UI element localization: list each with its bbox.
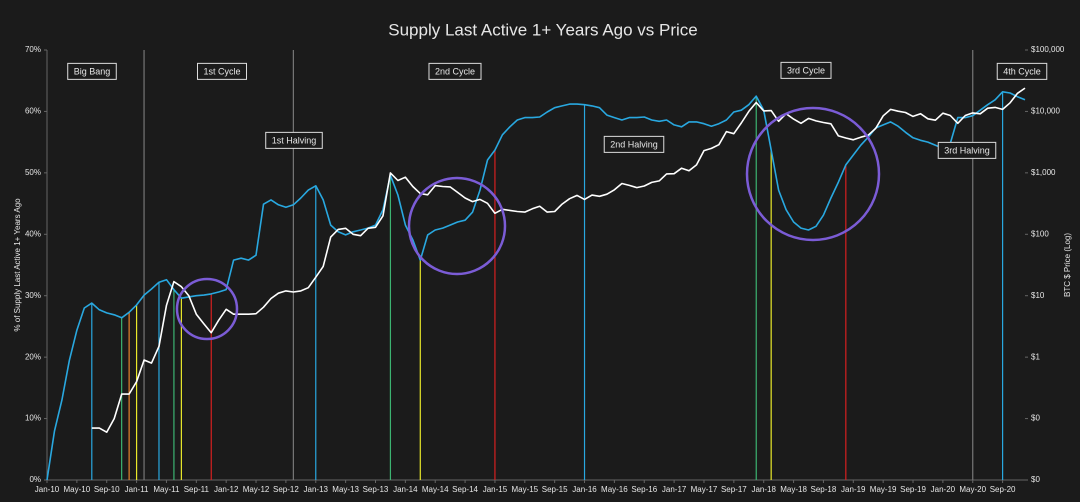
x-tick-label: May-18 (780, 485, 807, 494)
highlight-circles (175, 106, 881, 341)
y-tick-label: 40% (25, 229, 41, 238)
highlight-circle (745, 106, 881, 242)
x-tick-label: May-17 (691, 485, 718, 494)
x-tick-label: Jan-13 (304, 485, 329, 494)
y-axis-label: % of Supply Last Active 1+ Years Ago (13, 198, 22, 332)
x-tick-label: Jan-18 (751, 485, 776, 494)
x-tick-label: May-15 (511, 485, 538, 494)
x-tick-label: May-10 (64, 485, 91, 494)
annotation: Big Bang (74, 66, 111, 76)
annotation-box (603, 135, 665, 153)
chart-title: Supply Last Active 1+ Years Ago vs Price (388, 20, 698, 39)
x-tick-label: Jan-10 (35, 485, 60, 494)
annotation: 3rd Cycle (787, 65, 825, 75)
plot (44, 49, 1028, 483)
annotation-box (196, 62, 248, 80)
x-tick-label: May-11 (153, 485, 180, 494)
x-tick-label: Jan-15 (483, 485, 508, 494)
y2-tick-label: $100,000 (1031, 45, 1065, 54)
annotation: 4th Cycle (1003, 66, 1041, 76)
y2-tick-label: $10,000 (1031, 107, 1060, 116)
annotation-box (780, 61, 832, 79)
x-tick-label: Sep-12 (273, 485, 299, 494)
highlight-circle (407, 176, 507, 276)
y2-tick-label: $0 (1031, 414, 1040, 423)
x-tick-label: Jan-19 (841, 485, 866, 494)
x-tick-label: Sep-15 (542, 485, 568, 494)
y-tick-label: 50% (25, 168, 41, 177)
y-tick-label: 10% (25, 414, 41, 423)
x-tick-label: Sep-17 (721, 485, 747, 494)
x-tick-label: Jan-20 (931, 485, 956, 494)
y2-tick-label: $0 (1031, 475, 1040, 484)
x-tick-label: Sep-10 (94, 485, 120, 494)
annotation-box (428, 62, 482, 80)
annotation: 1st Halving (272, 135, 317, 145)
y2-tick-label: $1,000 (1031, 168, 1056, 177)
x-tick-label: Sep-11 (184, 485, 210, 494)
annotation-box (937, 141, 997, 159)
x-tick-label: Jan-12 (214, 485, 239, 494)
y-tick-label: 70% (25, 45, 41, 54)
x-tick-label: May-20 (959, 485, 986, 494)
x-tick-label: Sep-14 (452, 485, 478, 494)
y2-tick-label: $100 (1031, 229, 1049, 238)
y2-tick-label: $1 (1031, 352, 1040, 361)
x-tick-label: May-16 (601, 485, 628, 494)
y2-axis-label: BTC $ Price (Log) (1063, 233, 1072, 297)
x-tick-label: May-12 (243, 485, 270, 494)
x-tick-label: May-19 (870, 485, 897, 494)
x-tick-label: Sep-19 (900, 485, 926, 494)
series-line (46, 91, 1026, 481)
annotation: 1st Cycle (203, 66, 240, 76)
y-tick-label: 30% (25, 291, 41, 300)
y2-tick-label: $10 (1031, 291, 1045, 300)
annotation: 3rd Halving (944, 145, 990, 155)
x-tick-label: May-14 (422, 485, 449, 494)
x-tick-label: Sep-16 (631, 485, 657, 494)
x-tick-label: Jan-17 (662, 485, 687, 494)
y-tick-label: 0% (29, 475, 41, 484)
x-tick-label: Jan-11 (125, 485, 149, 494)
annotation-box (67, 62, 117, 80)
annotation: 2nd Halving (610, 139, 658, 149)
annotation: 2nd Cycle (435, 66, 475, 76)
y-tick-label: 60% (25, 107, 41, 116)
x-tick-label: Sep-20 (990, 485, 1016, 494)
annotation-box (265, 131, 323, 149)
y-tick-label: 20% (25, 352, 41, 361)
x-tick-label: Jan-14 (393, 485, 418, 494)
x-tick-label: Jan-16 (572, 485, 597, 494)
x-tick-label: May-13 (332, 485, 359, 494)
series-line (91, 87, 1026, 433)
highlight-circle (175, 277, 239, 341)
x-tick-label: Sep-18 (811, 485, 837, 494)
annotation-box (996, 62, 1048, 80)
x-tick-label: Sep-13 (363, 485, 389, 494)
